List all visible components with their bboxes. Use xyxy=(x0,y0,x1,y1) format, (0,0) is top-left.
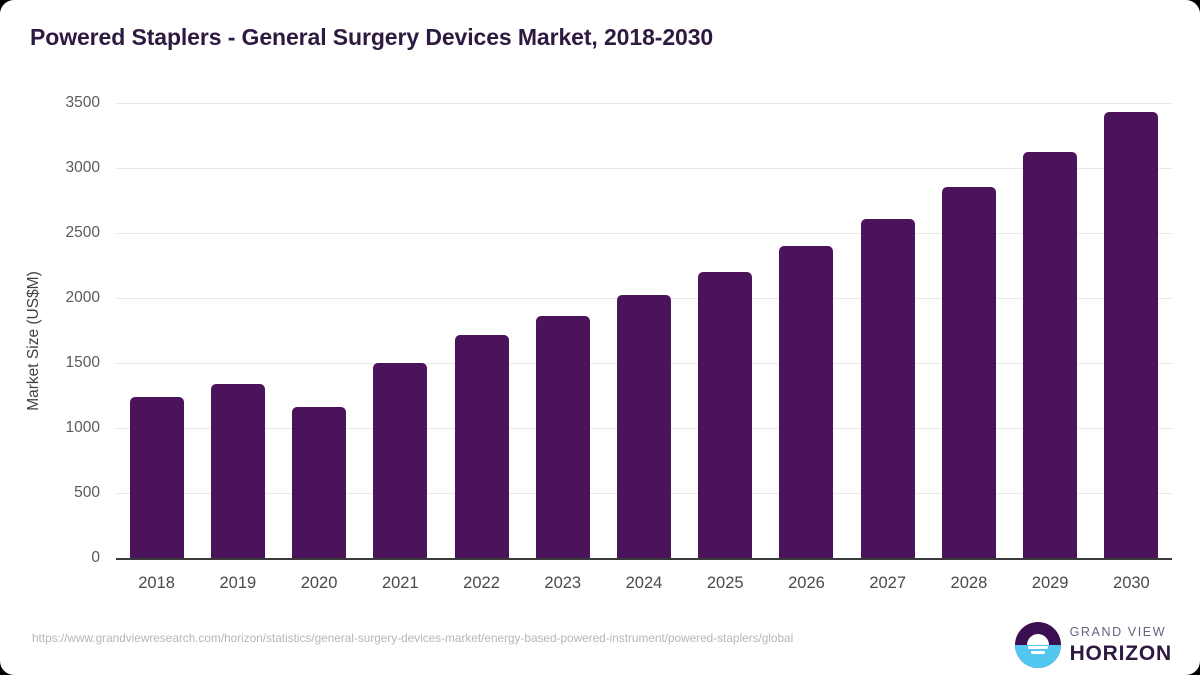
bar-2029[interactable] xyxy=(1023,151,1078,558)
bar-2027[interactable] xyxy=(860,218,915,558)
gridline xyxy=(116,233,1172,234)
bar-slot xyxy=(928,103,1009,558)
y-axis-tick-label: 3500 xyxy=(65,94,100,111)
bar-slot xyxy=(278,103,359,558)
y-axis-tick-label: 2000 xyxy=(65,289,100,306)
y-axis-tick-label: 1500 xyxy=(65,354,100,371)
x-axis-line xyxy=(116,558,1172,560)
x-axis-tick-label: 2022 xyxy=(463,574,500,592)
x-axis-tick-label: 2030 xyxy=(1113,574,1150,592)
x-axis-tick-label: 2020 xyxy=(300,574,338,592)
bar-2030[interactable] xyxy=(1104,112,1159,558)
bar-slot xyxy=(441,103,522,558)
bar-slot xyxy=(197,103,278,558)
bar-2022[interactable] xyxy=(454,335,509,558)
logo-top-text: GRAND VIEW xyxy=(1069,625,1167,640)
bar-slot xyxy=(360,103,441,558)
bar-2023[interactable] xyxy=(535,316,590,558)
bar-2025[interactable] xyxy=(698,272,753,558)
bar-slot xyxy=(766,103,847,558)
y-axis-tick-label: 500 xyxy=(74,484,100,501)
bar-2028[interactable] xyxy=(941,186,996,558)
bar-2018[interactable] xyxy=(129,396,184,558)
bar-slot xyxy=(116,103,197,558)
x-axis-tick-label: 2028 xyxy=(950,574,988,592)
horizon-sun-icon xyxy=(1014,622,1061,668)
x-axis-tick-label: 2029 xyxy=(1031,574,1069,592)
x-axis-tick-label: 2027 xyxy=(869,574,907,592)
logo-ray-1 xyxy=(1027,646,1048,649)
y-axis-tick-label: 3000 xyxy=(65,159,100,176)
bar-2021[interactable] xyxy=(373,363,428,558)
y-axis-title: Market Size (US$M) xyxy=(25,271,42,411)
bar-slot xyxy=(1091,103,1172,558)
x-axis-tick-labels: 2018 2019 2020 2021 2022 2023 2024 2025 2026 2027… xyxy=(116,558,1172,598)
bar-slot xyxy=(1010,103,1091,558)
x-axis-tick-label: 2023 xyxy=(544,574,582,592)
logo-sun-shape xyxy=(1026,634,1049,645)
x-axis-tick-label: 2018 xyxy=(138,574,175,592)
logo-ray-2 xyxy=(1030,651,1045,654)
x-axis-tick-label: 2024 xyxy=(625,574,663,592)
bar-2019[interactable] xyxy=(210,383,265,558)
gridline xyxy=(116,103,1172,104)
y-axis-tick-label: 1000 xyxy=(65,419,100,436)
y-axis-tick-labels: Market Size (US$M) 0 500 1000 1500 2000 2500 3… xyxy=(0,94,108,566)
logo-wordmark: GRAND VIEW HORIZON xyxy=(1070,626,1172,664)
x-axis-tick-label: 2025 xyxy=(706,574,744,592)
x-axis-tick-label: 2019 xyxy=(219,574,257,592)
page-title: Powered Staplers - General Surgery Devic… xyxy=(30,24,714,50)
bar-slot xyxy=(603,103,684,558)
bar-slot xyxy=(522,103,603,558)
logo-bottom-text: HORIZON xyxy=(1069,641,1172,665)
bar-slot xyxy=(847,103,928,558)
logo-water-shape xyxy=(1014,645,1061,668)
bar-series xyxy=(116,103,1172,558)
bar-2026[interactable] xyxy=(779,246,834,558)
gridline xyxy=(116,168,1172,169)
x-axis-tick-label: 2026 xyxy=(788,574,825,592)
bar-slot xyxy=(685,103,766,558)
bar-2020[interactable] xyxy=(292,407,347,558)
y-axis-tick-label: 2500 xyxy=(65,224,100,241)
bar-2024[interactable] xyxy=(616,295,671,558)
x-axis-tick-label: 2021 xyxy=(381,574,419,592)
brand-logo: GRAND VIEW HORIZON xyxy=(1014,622,1172,668)
source-url[interactable]: https://www.grandviewresearch.com/horizo… xyxy=(32,631,794,645)
y-axis-tick-label: 0 xyxy=(91,549,100,566)
